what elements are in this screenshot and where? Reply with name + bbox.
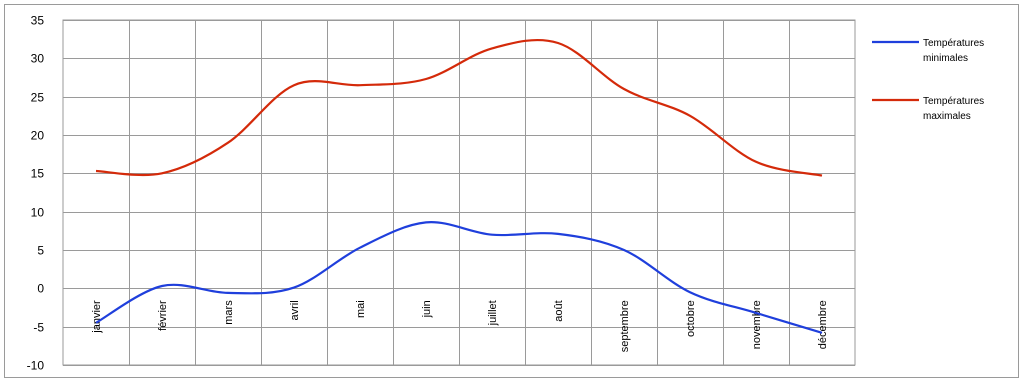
y-tick-label: -10 [27, 359, 45, 373]
x-axis: janvier février mars avril mai juin juillet aoû… [91, 300, 829, 352]
series-line-maximales [95, 38, 823, 177]
outer-frame [4, 4, 1019, 378]
x-category-label: février [157, 300, 169, 331]
x-category-label: septembre [619, 300, 631, 352]
y-tick-label: 25 [31, 91, 45, 105]
x-category-label: novembre [751, 300, 763, 349]
y-tick-label: 0 [37, 282, 44, 296]
y-tick-label: 30 [31, 52, 45, 66]
x-category-label: mai [355, 300, 367, 318]
x-category-label: juillet [487, 300, 499, 326]
series-line-minimales [95, 221, 823, 334]
legend-label: Températures [923, 38, 984, 49]
y-axis: -10 -5 0 5 10 15 20 25 30 35 [27, 14, 45, 373]
legend: Températures minimales Températures maximal… [872, 38, 984, 122]
x-category-label: mars [223, 300, 235, 325]
y-tick-label: 20 [31, 129, 45, 143]
x-category-label: décembre [817, 300, 829, 349]
x-category-label: avril [289, 300, 301, 320]
y-tick-label: -5 [33, 321, 44, 335]
grid [62, 19, 856, 366]
y-tick-label: 15 [31, 167, 45, 181]
y-tick-label: 5 [37, 244, 44, 258]
x-category-label: janvier [91, 300, 103, 334]
legend-label: Températures [923, 96, 984, 107]
legend-label: minimales [923, 53, 968, 64]
series-lines [95, 38, 823, 334]
x-category-label: juin [421, 300, 433, 318]
legend-label: maximales [923, 111, 971, 122]
y-tick-label: 35 [31, 14, 45, 28]
x-category-label: octobre [685, 300, 697, 337]
y-tick-label: 10 [31, 206, 45, 220]
x-category-label: août [553, 300, 565, 321]
